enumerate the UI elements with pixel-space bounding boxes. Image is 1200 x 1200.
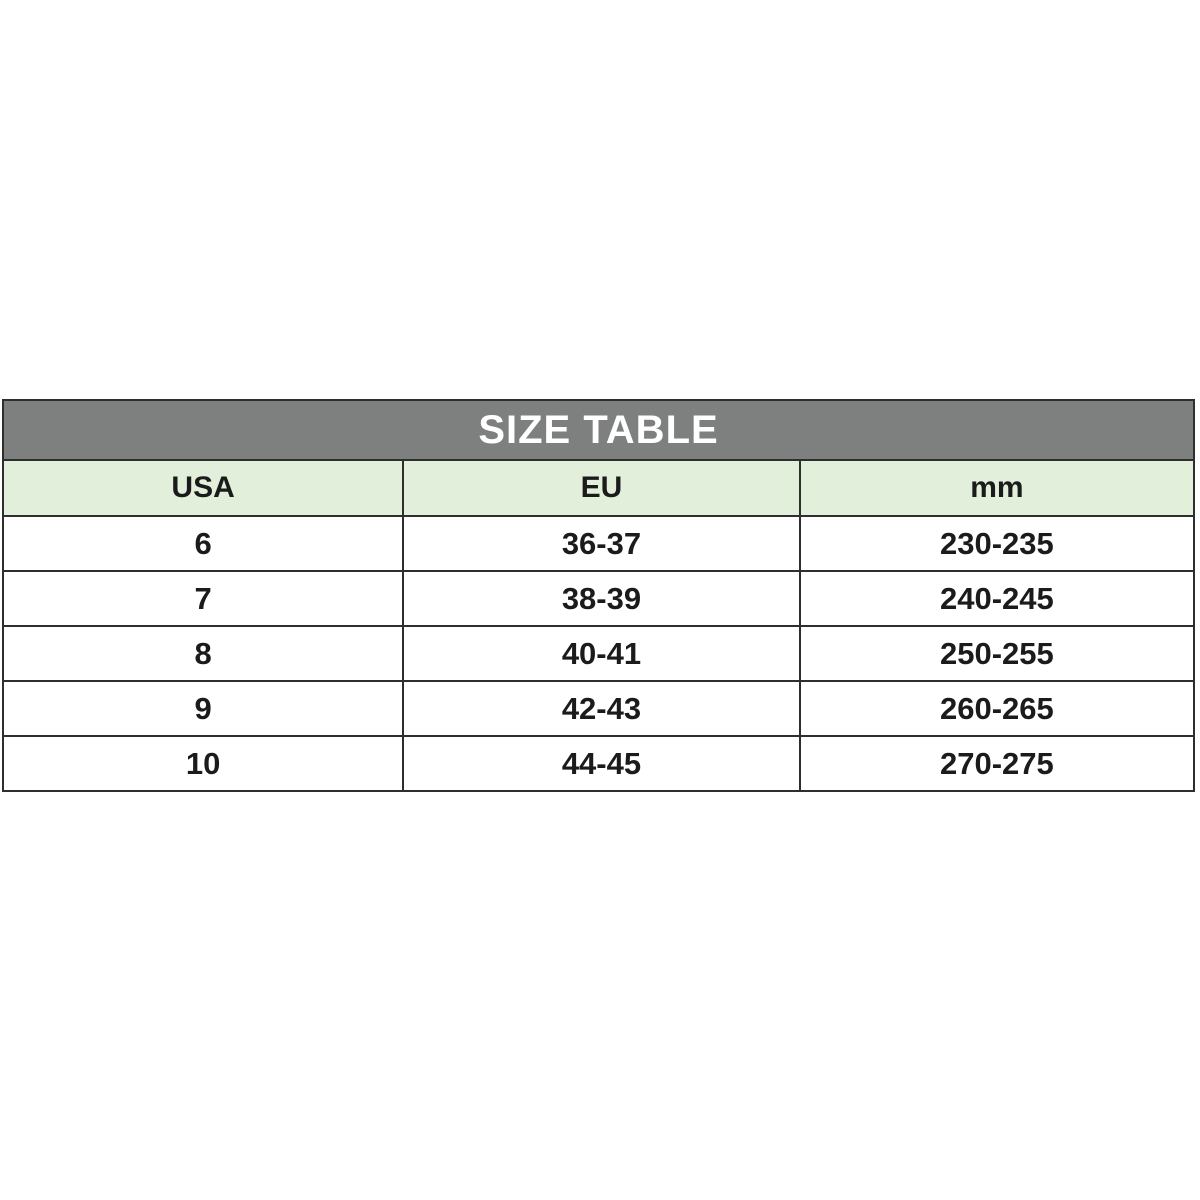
table-cell: 7 [1,570,405,627]
table-cell: 10 [1,735,405,792]
table-cell: 250-255 [798,625,1196,682]
table-cell: 38-39 [402,570,801,627]
table-cell: 8 [1,625,405,682]
table-cell: 240-245 [798,570,1196,627]
size-table-title: SIZE TABLE [2,399,1195,461]
table-row: 9 42-43 260-265 [1,680,1196,737]
size-table: SIZE TABLE USA EU mm 6 36-37 230-235 7 3… [1,399,1196,792]
column-header-usa: USA [1,459,405,517]
table-cell: 42-43 [402,680,801,737]
table-cell: 270-275 [798,735,1196,792]
table-cell: 36-37 [402,515,801,572]
table-row: 7 38-39 240-245 [1,570,1196,627]
table-row: 6 36-37 230-235 [1,515,1196,572]
table-cell: 40-41 [402,625,801,682]
table-header-row: USA EU mm [1,459,1196,517]
table-row: 8 40-41 250-255 [1,625,1196,682]
column-header-eu: EU [402,459,801,517]
column-header-mm: mm [798,459,1196,517]
table-cell: 260-265 [798,680,1196,737]
table-cell: 230-235 [798,515,1196,572]
table-cell: 9 [1,680,405,737]
table-cell: 6 [1,515,405,572]
table-title-row: SIZE TABLE [2,399,1195,461]
table-cell: 44-45 [402,735,801,792]
table-row: 10 44-45 270-275 [1,735,1196,792]
